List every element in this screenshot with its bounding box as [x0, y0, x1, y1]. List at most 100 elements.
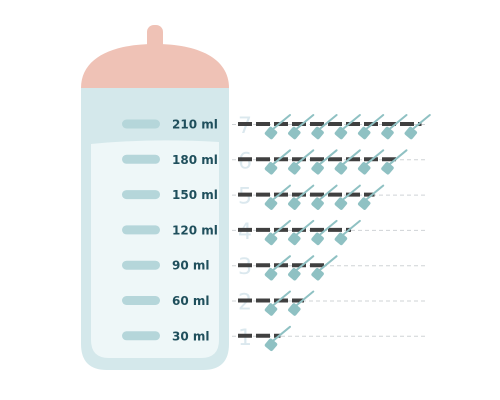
scoop-icon	[357, 184, 385, 210]
scoop-icon	[264, 290, 291, 316]
scoop-icon	[288, 255, 315, 281]
scoop-head	[288, 232, 301, 246]
scoop-head	[334, 232, 348, 246]
scoop-icon	[264, 114, 291, 140]
volume-mark	[122, 225, 160, 235]
scoop-head	[311, 162, 324, 175]
scoop-handle	[295, 114, 315, 130]
scoop-head	[264, 267, 278, 281]
scoop-row: 4	[232, 219, 428, 246]
bottle-volume-labels: 210 ml 180 ml 150 ml 120 ml 90 ml 60 ml 30 ml	[172, 118, 218, 344]
scoop-head	[288, 267, 301, 281]
bottle-measure-marks	[122, 119, 160, 341]
scoop-handle	[318, 219, 338, 236]
volume-mark	[122, 296, 160, 305]
scoop-head	[264, 162, 278, 175]
scoop-head	[334, 162, 348, 175]
scoop-count-number: 5	[238, 185, 252, 210]
scoop-icon	[288, 184, 315, 210]
volume-mark	[122, 154, 160, 164]
scoop-handle	[365, 149, 385, 166]
scoop-count-number: 2	[238, 291, 252, 316]
scoop-row: 5	[232, 184, 428, 210]
scoop-icon	[334, 149, 361, 175]
scoop-icon	[357, 149, 385, 175]
scoop-icon	[334, 114, 361, 140]
scoop-icon	[264, 184, 291, 210]
scoop-icon	[311, 184, 338, 210]
scoop-icon	[264, 219, 291, 246]
scoop-icon	[264, 255, 291, 281]
bottle-cap	[81, 44, 229, 88]
scoop-icon	[334, 219, 361, 246]
scoop-count-number: 3	[238, 255, 252, 280]
scoop-handle	[318, 114, 338, 130]
scoop-head	[264, 232, 278, 246]
scoop-count-number: 1	[238, 326, 252, 351]
scoop-head	[357, 126, 371, 140]
scoop-head	[311, 126, 324, 140]
scoop-count-number: 6	[238, 149, 252, 174]
scoop-handle	[341, 114, 361, 130]
volume-label: 180 ml	[172, 153, 218, 167]
scoop-rows: 7 6 5 4 3 2 1	[232, 114, 431, 352]
volume-mark	[122, 190, 160, 200]
scoop-row: 6	[232, 149, 428, 175]
scoop-handle	[318, 149, 338, 166]
scoop-icon	[288, 114, 315, 140]
scoop-handle	[272, 184, 291, 201]
scoop-head	[357, 197, 371, 210]
scoop-icon	[404, 114, 431, 140]
scoop-head	[334, 197, 348, 210]
volume-label: 120 ml	[172, 223, 218, 237]
scoop-head	[288, 126, 301, 140]
scoop-head	[264, 126, 278, 140]
scoop-icon	[311, 149, 338, 175]
scoop-icon	[288, 149, 315, 175]
scoop-handle	[365, 184, 385, 201]
volume-label: 150 ml	[172, 188, 218, 202]
volume-label: 30 ml	[172, 329, 210, 343]
scoop-icon	[288, 290, 315, 316]
scoop-row: 1	[232, 325, 428, 352]
scoop-head	[288, 303, 301, 316]
scoop-icon	[311, 114, 338, 140]
scoop-handle	[295, 290, 315, 307]
scoop-head	[264, 303, 278, 316]
volume-mark	[122, 331, 160, 341]
scoop-head	[357, 162, 371, 175]
scoop-head	[381, 162, 394, 175]
scoop-handle	[272, 149, 291, 166]
volume-label: 210 ml	[172, 118, 218, 132]
scoop-head	[288, 197, 301, 210]
scoop-handle	[272, 290, 291, 307]
scoop-icon	[264, 149, 291, 175]
scoop-handle	[295, 255, 315, 272]
scoop-handle	[341, 219, 361, 236]
scoop-head	[404, 126, 418, 140]
scoop-head	[334, 126, 348, 140]
scoop-handle	[295, 184, 315, 201]
volume-mark	[122, 260, 160, 270]
volume-label: 60 ml	[172, 294, 210, 308]
scoop-handle	[272, 114, 291, 130]
scoop-head	[381, 126, 394, 140]
scoop-handle	[318, 184, 338, 201]
scoop-head	[288, 162, 301, 175]
scoop-head	[311, 232, 324, 246]
scoop-handle	[295, 219, 315, 236]
scoop-row: 3	[232, 255, 428, 281]
scoop-head	[311, 267, 324, 281]
scoop-head	[264, 338, 278, 352]
scoop-handle	[411, 114, 431, 130]
scoop-handle	[318, 255, 338, 272]
scoop-handle	[365, 114, 385, 130]
scoop-head	[264, 197, 278, 210]
volume-mark	[122, 119, 160, 129]
scoop-icon	[334, 184, 361, 210]
scoop-handle	[272, 325, 291, 342]
scoop-count-number: 4	[238, 220, 252, 245]
scoop-handle	[388, 149, 408, 166]
